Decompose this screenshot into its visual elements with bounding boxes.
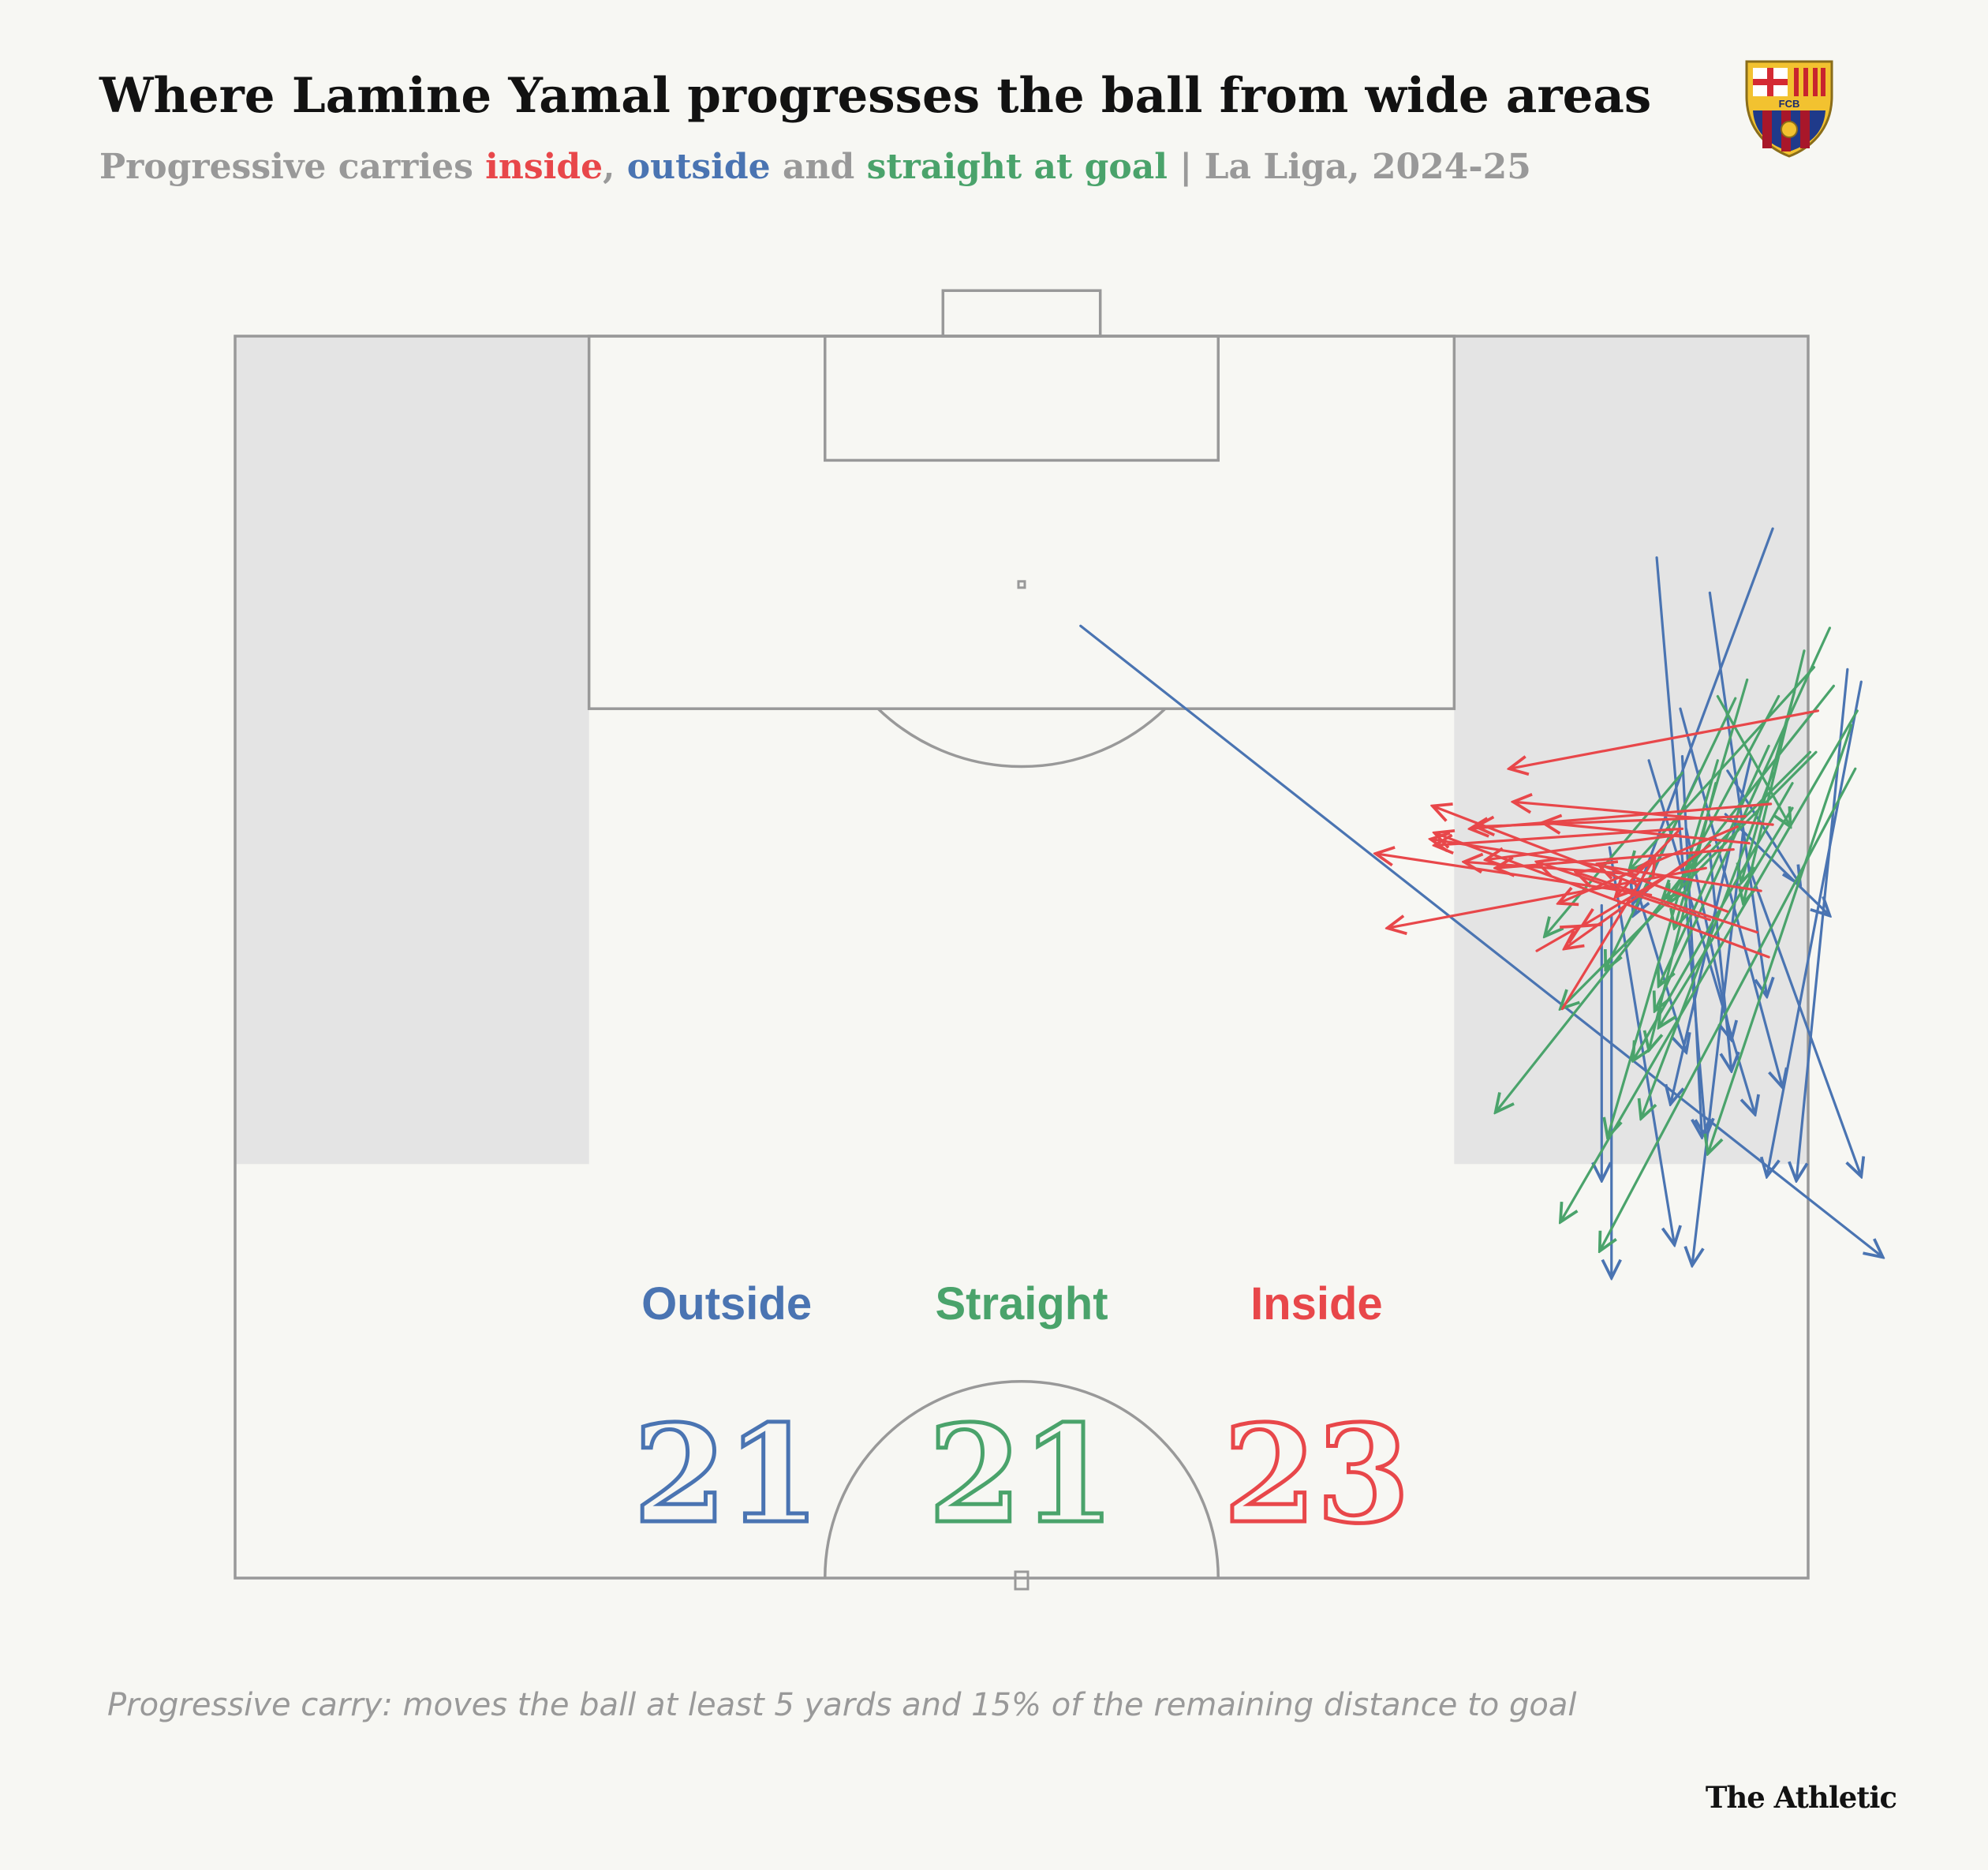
carry-arrow-straight [1675, 678, 1749, 928]
carry-arrow-straight [1708, 724, 1853, 1154]
carry-arrow-straight [1743, 649, 1806, 903]
carry-arrow-outside [1079, 624, 1883, 1257]
subtitle-part: outside [626, 147, 771, 187]
penalty-spot [1017, 580, 1026, 589]
svg-text:FCB: FCB [1779, 98, 1800, 110]
carry-arrow-outside [1679, 707, 1783, 1087]
six-yard-box [824, 335, 1220, 462]
straight-label: Straight [935, 1278, 1108, 1330]
footnote: Progressive carry: moves the ball at lea… [107, 1687, 1577, 1723]
carry-arrow-outside [1708, 850, 1731, 1071]
the-athletic-logo: The Athletic [1705, 1780, 1897, 1815]
carry-arrow-inside [1616, 829, 1680, 897]
subtitle-part: Progressive carries [99, 147, 486, 187]
carry-arrow-outside [1726, 769, 1800, 885]
carry-arrow-inside [1560, 858, 1654, 1011]
carry-arrow-inside [1564, 843, 1711, 948]
subtitle-part: | La Liga, 2024-25 [1167, 147, 1531, 187]
chart-title: Where Lamine Yamal progresses the ball f… [99, 68, 1652, 124]
inside-count: 23 [1224, 1396, 1411, 1554]
carry-arrow-straight [1716, 694, 1790, 826]
carry-arrow-straight [1668, 694, 1781, 903]
carry-arrow-straight [1641, 771, 1774, 1119]
carry-arrow-inside [1543, 822, 1751, 845]
carry-arrow-outside [1746, 860, 1862, 1176]
carry-arrow-straight [1560, 709, 1859, 1222]
penalty-arc [876, 707, 1167, 769]
subtitle-part: inside [485, 147, 604, 187]
carry-arrow-inside [1509, 709, 1820, 769]
carry-arrow-outside [1724, 813, 1829, 916]
penalty-box [587, 335, 1456, 710]
subtitle-part: and [770, 147, 867, 187]
goal [941, 289, 1102, 338]
carry-arrow-inside [1598, 864, 1729, 913]
outside-label: Outside [641, 1278, 812, 1330]
carry-arrow-straight [1659, 806, 1794, 1027]
carry-arrow-outside [1708, 591, 1766, 997]
carry-arrow-straight [1605, 697, 1737, 970]
wide-zone-left [235, 336, 589, 1165]
outside-count: 21 [633, 1396, 820, 1554]
carry-arrow-outside [1767, 680, 1863, 1176]
fc-barcelona-crest-icon: FCB [1745, 60, 1833, 158]
center-spot [1014, 1570, 1030, 1591]
subtitle-part: straight at goal [866, 147, 1168, 187]
chart-subtitle: Progressive carries inside, outside and … [99, 147, 1531, 187]
carry-arrow-outside [1796, 668, 1849, 1180]
carry-arrow-inside [1376, 854, 1653, 896]
center-circle [824, 1380, 1220, 1579]
carry-arrow-straight [1545, 771, 1684, 937]
carry-arrow-inside [1535, 926, 1580, 952]
subtitle-part: , [603, 147, 627, 187]
carry-arrow-inside [1476, 815, 1747, 827]
inside-label: Inside [1250, 1278, 1383, 1330]
carry-arrow-straight [1655, 626, 1832, 1011]
carry-arrow-inside [1485, 833, 1680, 859]
wide-zone-right [1454, 336, 1808, 1165]
carry-arrow-straight [1659, 744, 1770, 985]
carry-arrow-straight [1608, 759, 1719, 1137]
carry-arrow-inside [1434, 833, 1770, 959]
carry-arrow-inside [1513, 802, 1774, 826]
straight-count: 21 [929, 1396, 1115, 1554]
carry-arrow-straight [1663, 750, 1812, 899]
carry-arrow-straight [1600, 767, 1857, 1251]
